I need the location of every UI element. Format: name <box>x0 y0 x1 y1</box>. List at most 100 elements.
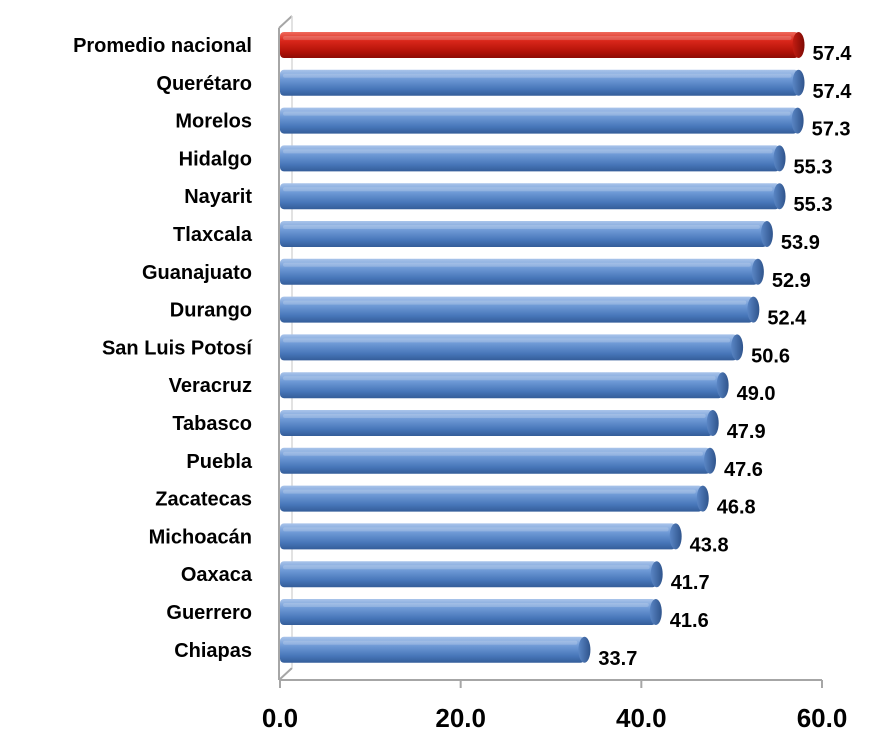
bar <box>280 447 716 474</box>
value-label: 57.4 <box>813 81 853 103</box>
bar-end-cap <box>792 69 805 96</box>
bar-body <box>280 258 758 285</box>
bar-end-cap <box>650 561 663 588</box>
category-label: Durango <box>170 300 252 322</box>
bar-end-cap <box>751 258 764 285</box>
bar-body <box>280 69 799 96</box>
value-label: 50.6 <box>751 345 790 367</box>
bar-gloss <box>283 36 792 40</box>
bar-body <box>280 107 798 134</box>
category-label: Promedio nacional <box>73 35 252 57</box>
bar-body <box>280 485 703 512</box>
bar <box>280 410 719 436</box>
bar-gloss <box>283 527 669 532</box>
bar <box>280 69 805 96</box>
bar-gloss <box>283 376 716 381</box>
bar <box>280 32 805 58</box>
category-label: Tlaxcala <box>173 224 253 246</box>
category-label: Puebla <box>186 451 252 473</box>
value-label: 52.9 <box>772 270 811 292</box>
value-label: 57.4 <box>813 43 853 65</box>
bar-end-cap <box>703 447 716 474</box>
bar <box>280 561 663 588</box>
bar-gloss <box>283 338 731 343</box>
value-label: 46.8 <box>717 497 756 519</box>
bar <box>280 636 591 663</box>
bar-end-cap <box>696 485 709 512</box>
axis-depth-top <box>278 15 293 29</box>
bars <box>280 32 805 663</box>
bar-body <box>280 296 754 323</box>
bar-gloss <box>283 187 773 192</box>
bar-end-cap <box>649 599 662 625</box>
x-ticks: 0.0 20.0 40.0 60.0 <box>262 680 847 731</box>
bar-gloss <box>283 225 760 229</box>
bar-end-cap <box>731 334 744 361</box>
category-labels: Promedio nacional Querétaro Morelos Hidalgo… <box>73 35 253 662</box>
bar-body-highlight <box>280 32 799 58</box>
bar <box>280 485 709 512</box>
category-label: Veracruz <box>169 375 252 397</box>
bar-gloss <box>283 640 578 645</box>
bar <box>280 221 773 247</box>
bar-end-cap <box>747 296 760 323</box>
category-label: Querétaro <box>156 73 252 95</box>
bar-end-cap <box>669 523 682 550</box>
bar-body <box>280 372 723 399</box>
bar <box>280 372 729 399</box>
bar-gloss <box>283 149 773 154</box>
value-label: 55.3 <box>794 156 833 178</box>
bar-body <box>280 447 710 474</box>
category-label: San Luis Potosí <box>102 337 253 359</box>
x-tick-label: 40.0 <box>616 703 667 731</box>
bar-gloss <box>283 451 703 456</box>
bar-body <box>280 334 738 361</box>
value-label: 53.9 <box>781 232 820 254</box>
value-label: 33.7 <box>598 648 637 670</box>
x-tick-label: 20.0 <box>435 703 486 731</box>
value-label: 43.8 <box>690 534 729 556</box>
bar-gloss <box>283 414 706 418</box>
category-label: Chiapas <box>174 640 252 662</box>
value-label: 47.6 <box>724 459 763 481</box>
bar-gloss <box>283 603 649 607</box>
axis-depth-bottom <box>278 667 293 681</box>
bar-end-cap <box>773 183 786 210</box>
bar <box>280 107 804 134</box>
x-tick-label: 0.0 <box>262 703 298 731</box>
bar-gloss <box>283 565 650 570</box>
value-label: 41.6 <box>670 610 709 632</box>
bar-gloss <box>283 262 751 267</box>
bar-body <box>280 561 657 588</box>
bar <box>280 145 786 172</box>
value-labels: 57.4 57.4 57.3 55.3 55.3 53.9 52.9 52.4 50.6 49.0… <box>598 43 852 670</box>
bar-end-cap <box>760 221 773 247</box>
bar-body <box>280 523 676 550</box>
bar-body <box>280 221 767 247</box>
value-label: 55.3 <box>794 194 833 216</box>
bar-gloss <box>283 489 696 494</box>
x-tick-label: 60.0 <box>797 703 848 731</box>
bar-end-cap <box>791 107 804 134</box>
category-label: Guanajuato <box>142 262 252 284</box>
bar-end-cap <box>716 372 729 399</box>
bar <box>280 296 760 323</box>
category-label: Michoacán <box>149 526 252 548</box>
category-label: Zacatecas <box>155 489 252 511</box>
bar-body <box>280 145 780 172</box>
bar <box>280 258 764 285</box>
bar-end-cap <box>578 636 591 663</box>
bar-end-cap <box>792 32 805 58</box>
category-label: Tabasco <box>172 413 252 435</box>
category-label: Nayarit <box>184 186 252 208</box>
bar-body <box>280 183 780 210</box>
bar-body <box>280 410 713 436</box>
bar-body <box>280 599 656 625</box>
value-label: 57.3 <box>812 119 851 141</box>
bar-gloss <box>283 111 791 116</box>
bar-body <box>280 636 585 663</box>
value-label: 41.7 <box>671 572 710 594</box>
value-label: 47.9 <box>727 421 766 443</box>
